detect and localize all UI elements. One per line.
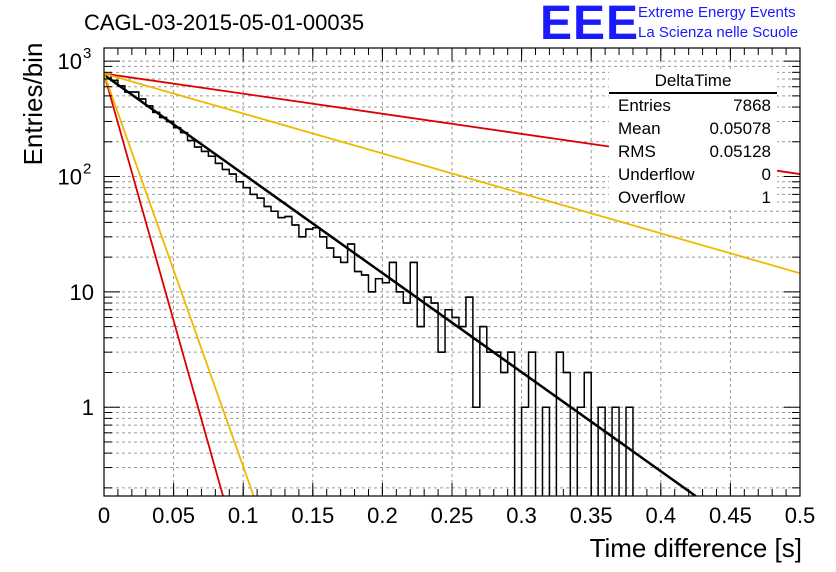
y-tick-label: 10 <box>58 165 82 190</box>
x-tick-label: 0.1 <box>228 503 259 528</box>
y-axis-label: Entries/bin <box>18 42 48 166</box>
y-tick-exponent: 2 <box>83 161 91 178</box>
x-tick-label: 0.15 <box>291 503 334 528</box>
x-tick-label: 0.4 <box>646 503 677 528</box>
stats-box-title: DeltaTime <box>609 70 777 94</box>
series-line <box>104 72 800 275</box>
stats-value: 1 <box>761 188 771 207</box>
stats-value: 7868 <box>733 96 771 115</box>
eee-logo: EEE <box>540 0 640 50</box>
y-tick-label: 1 <box>82 395 94 420</box>
x-tick-label: 0.25 <box>431 503 474 528</box>
stats-label: Mean <box>618 119 661 138</box>
logo-caption-line2: La Scienza nelle Scuole <box>638 24 799 41</box>
series-line <box>104 73 224 496</box>
stats-box: DeltaTime Entries 7868 Mean 0.05078 RMS 0.0… <box>609 70 777 209</box>
stats-row: Overflow 1 <box>609 186 777 209</box>
stats-row: RMS 0.05128 <box>609 140 777 163</box>
y-tick-label: 10 <box>58 49 82 74</box>
series-line <box>104 73 697 496</box>
x-tick-label: 0.5 <box>785 503 816 528</box>
x-axis-label: Time difference [s] <box>589 533 802 563</box>
x-tick-label: 0.05 <box>152 503 195 528</box>
stats-row: Underflow 0 <box>609 163 777 186</box>
chart-title: CAGL-03-2015-05-01-00035 <box>84 10 365 35</box>
stats-label: Underflow <box>618 165 695 184</box>
axis-ticks <box>103 48 801 496</box>
stats-label: Entries <box>618 96 671 115</box>
stats-row: Entries 7868 <box>609 94 777 117</box>
logo-caption: Extreme Energy Events La Scienza nelle S… <box>638 3 798 43</box>
logo-caption-line1: Extreme Energy Events <box>638 4 796 21</box>
y-tick-label: 10 <box>70 280 94 305</box>
histogram <box>104 73 634 496</box>
y-tick-exponent: 3 <box>83 45 91 62</box>
stats-value: 0 <box>761 165 771 184</box>
x-tick-label: 0.2 <box>367 503 398 528</box>
x-tick-label: 0.3 <box>506 503 537 528</box>
stats-value: 0.05078 <box>709 119 771 138</box>
x-tick-label: 0 <box>98 503 110 528</box>
stats-row: Mean 0.05078 <box>609 117 777 140</box>
x-tick-labels: 0 0.05 0.1 0.15 0.2 0.25 0.3 0.35 0.4 0.45 0.5 <box>98 503 815 528</box>
stats-label: RMS <box>618 142 656 161</box>
stats-label: Overflow <box>618 188 686 207</box>
fit-lines <box>104 72 800 496</box>
grid-lines <box>104 48 800 496</box>
series-line <box>104 73 255 496</box>
x-tick-label: 0.35 <box>570 503 613 528</box>
stats-value: 0.05128 <box>709 142 771 161</box>
x-tick-label: 0.45 <box>709 503 752 528</box>
